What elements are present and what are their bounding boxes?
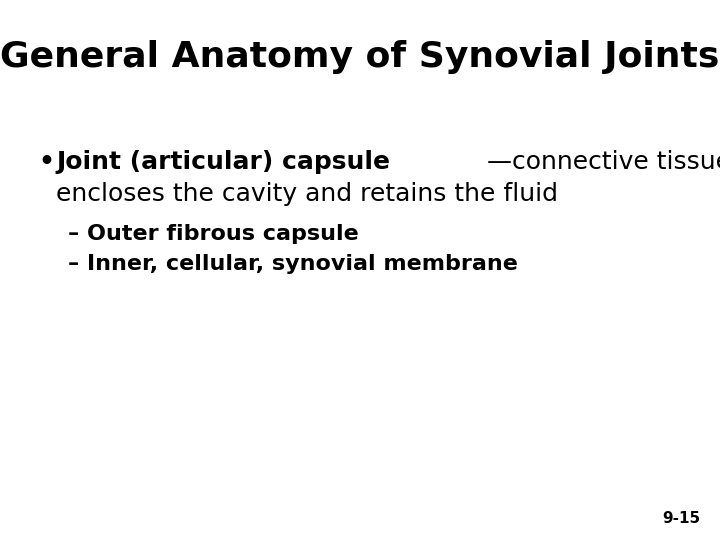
Text: – Outer fibrous capsule: – Outer fibrous capsule (68, 224, 359, 244)
Text: 9-15: 9-15 (662, 511, 700, 526)
Text: General Anatomy of Synovial Joints: General Anatomy of Synovial Joints (0, 40, 720, 74)
Text: encloses the cavity and retains the fluid: encloses the cavity and retains the flui… (56, 182, 558, 206)
Text: – Inner, cellular, synovial membrane: – Inner, cellular, synovial membrane (68, 254, 518, 274)
Text: Joint (articular) capsule: Joint (articular) capsule (56, 150, 390, 174)
Text: —connective tissue that: —connective tissue that (487, 150, 720, 174)
Text: •: • (38, 150, 54, 174)
